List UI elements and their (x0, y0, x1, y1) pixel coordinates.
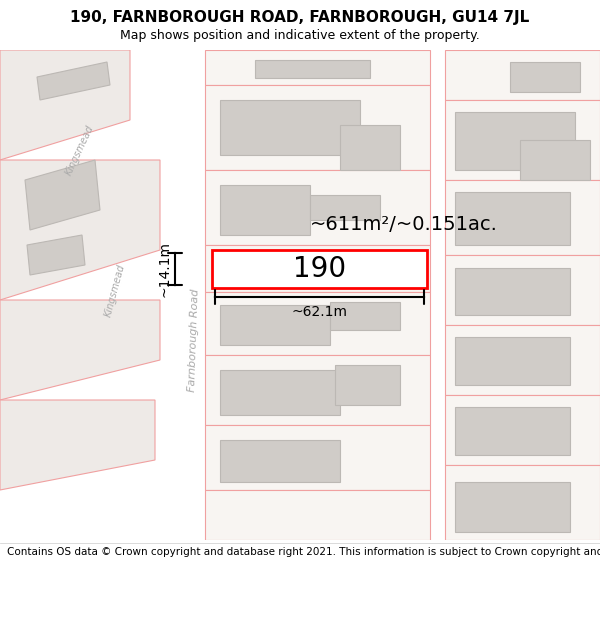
Polygon shape (0, 300, 160, 400)
Polygon shape (455, 268, 570, 315)
Polygon shape (205, 292, 430, 355)
Polygon shape (445, 50, 600, 100)
Polygon shape (455, 407, 570, 455)
Text: ~62.1m: ~62.1m (292, 305, 347, 319)
Polygon shape (50, 50, 115, 240)
Polygon shape (330, 302, 400, 330)
Polygon shape (220, 185, 310, 235)
Text: 190: 190 (293, 255, 346, 283)
Polygon shape (100, 220, 175, 340)
Polygon shape (335, 365, 400, 405)
Text: ~14.1m: ~14.1m (157, 241, 171, 297)
Polygon shape (455, 482, 570, 532)
Text: ~611m²/~0.151ac.: ~611m²/~0.151ac. (310, 216, 498, 234)
Polygon shape (220, 370, 340, 415)
Polygon shape (255, 60, 370, 78)
Polygon shape (205, 245, 430, 292)
Polygon shape (0, 160, 160, 300)
Polygon shape (183, 50, 205, 540)
Polygon shape (340, 125, 400, 170)
Polygon shape (520, 140, 590, 180)
Polygon shape (0, 50, 130, 160)
Polygon shape (310, 195, 380, 220)
Polygon shape (445, 180, 600, 255)
Text: Kingsmead: Kingsmead (103, 262, 127, 318)
Polygon shape (0, 400, 155, 490)
Polygon shape (220, 440, 340, 482)
Polygon shape (205, 170, 430, 245)
Polygon shape (205, 50, 430, 85)
Polygon shape (205, 85, 430, 170)
Polygon shape (27, 235, 85, 275)
Polygon shape (455, 112, 575, 170)
Polygon shape (205, 490, 430, 540)
Polygon shape (510, 62, 580, 92)
Polygon shape (220, 305, 330, 345)
Polygon shape (445, 100, 600, 180)
Polygon shape (25, 160, 100, 230)
Polygon shape (455, 337, 570, 385)
Polygon shape (205, 355, 430, 425)
Polygon shape (37, 62, 110, 100)
Text: Contains OS data © Crown copyright and database right 2021. This information is : Contains OS data © Crown copyright and d… (7, 547, 600, 557)
Polygon shape (445, 465, 600, 540)
Polygon shape (205, 425, 430, 490)
Polygon shape (445, 255, 600, 325)
Text: Map shows position and indicative extent of the property.: Map shows position and indicative extent… (120, 29, 480, 42)
Polygon shape (430, 50, 445, 540)
Polygon shape (220, 100, 360, 155)
Polygon shape (455, 192, 570, 245)
Text: Farnborough Road: Farnborough Road (187, 288, 201, 392)
Polygon shape (0, 50, 100, 100)
Polygon shape (445, 395, 600, 465)
Text: Kingsmead: Kingsmead (64, 123, 96, 177)
Polygon shape (445, 325, 600, 395)
Text: 190, FARNBOROUGH ROAD, FARNBOROUGH, GU14 7JL: 190, FARNBOROUGH ROAD, FARNBOROUGH, GU14… (70, 10, 530, 25)
Bar (212, 250, 427, 288)
